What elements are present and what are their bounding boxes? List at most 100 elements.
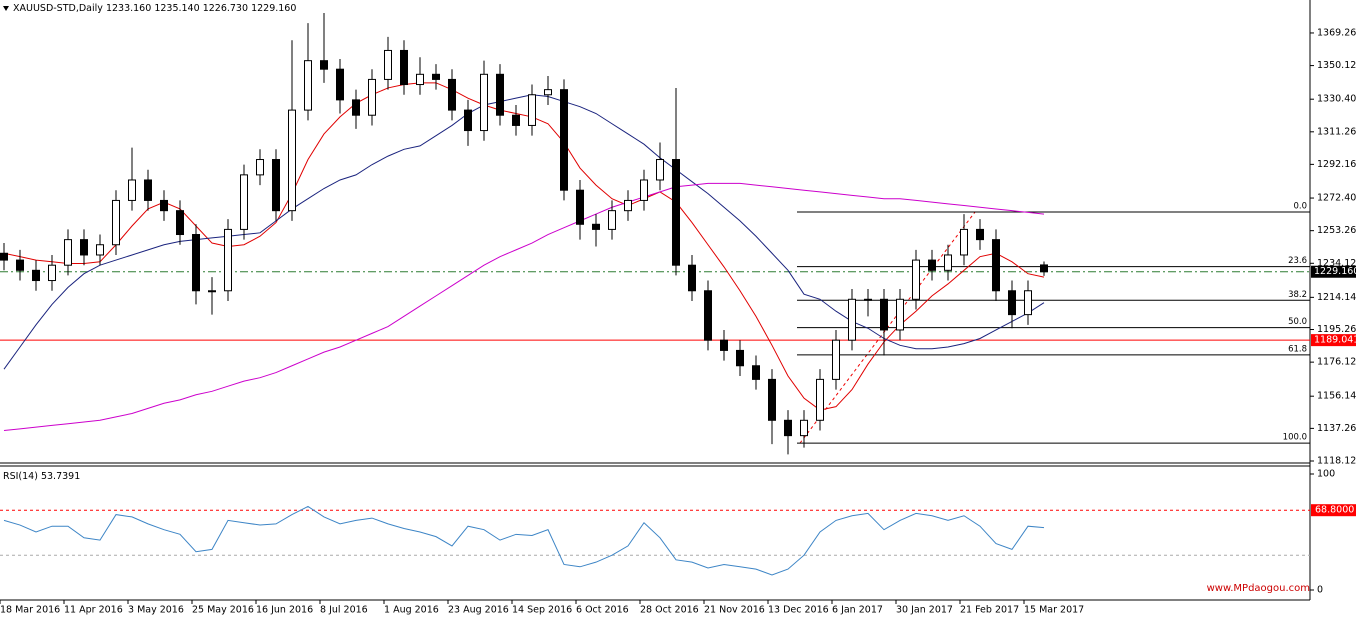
y-tick-label: 1272.400	[1317, 193, 1356, 204]
x-tick-label: 23 Aug 2016	[448, 605, 509, 616]
candle-body	[64, 239, 72, 266]
candle-body	[608, 210, 616, 230]
candle-body	[928, 259, 936, 271]
candle-body	[464, 109, 472, 132]
candle-body	[864, 298, 872, 301]
candle-body	[912, 259, 920, 300]
rsi-value: 53.7391	[41, 471, 80, 482]
price-label-box	[1311, 334, 1356, 347]
candle-body	[432, 73, 440, 80]
fib-label: 61.8	[1288, 344, 1307, 354]
candle-body	[96, 244, 104, 256]
candle-body	[672, 159, 680, 266]
x-tick-label: 16 Jun 2016	[256, 605, 313, 616]
candle-body	[736, 349, 744, 367]
x-tick-label: 1 Aug 2016	[384, 605, 439, 616]
candle-body	[544, 89, 552, 96]
moving-average	[3, 94, 1045, 370]
fib-label: 38.2	[1288, 290, 1307, 300]
candle-body	[272, 159, 280, 212]
candle-body	[1040, 264, 1048, 273]
watermark: www.MPdaogou.com	[1207, 583, 1310, 594]
x-tick-label: 6 Oct 2016	[576, 605, 629, 616]
x-tick-label: 13 Dec 2016	[768, 605, 829, 616]
candle-body	[560, 89, 568, 191]
candle-body	[160, 199, 168, 212]
candle-body	[416, 73, 424, 86]
candle-body	[688, 264, 696, 292]
candle-body	[448, 78, 456, 111]
candle-body	[752, 365, 760, 380]
candle-body	[112, 199, 120, 246]
candle-body	[992, 239, 1000, 292]
x-tick-label: 8 Jul 2016	[320, 605, 368, 616]
rsi-tick-label: 0	[1317, 585, 1323, 596]
price-label: 1229.160	[1314, 266, 1356, 277]
candle-body	[144, 179, 152, 201]
candle-body	[896, 298, 904, 331]
x-tick-label: 11 Apr 2016	[64, 605, 123, 616]
candle-body	[832, 339, 840, 380]
y-tick-label: 1234.120	[1317, 258, 1356, 269]
x-tick-label: 28 Oct 2016	[640, 605, 699, 616]
candle-body	[880, 298, 888, 331]
x-tick-label: 30 Jan 2017	[896, 605, 953, 616]
rsi-title: RSI(14)	[3, 471, 38, 482]
candle-body	[32, 269, 40, 282]
candle-body	[256, 159, 264, 176]
candle-body	[624, 199, 632, 212]
candle-body	[48, 264, 56, 282]
fib-label: 50.0	[1288, 317, 1307, 327]
candle-body	[480, 73, 488, 132]
y-tick-label: 1350.120	[1317, 60, 1356, 71]
candle-body	[944, 254, 952, 271]
x-tick-label: 21 Feb 2017	[960, 605, 1019, 616]
candle-body	[800, 419, 808, 437]
candle-body	[768, 378, 776, 421]
candle-body	[368, 78, 376, 116]
candle-body	[512, 114, 520, 126]
x-tick-label: 3 May 2016	[128, 605, 184, 616]
x-tick-label: 25 May 2016	[192, 605, 254, 616]
y-tick-label: 1253.260	[1317, 225, 1356, 236]
y-tick-label: 1311.260	[1317, 126, 1356, 137]
ohlc: 1233.160	[106, 3, 151, 14]
candle-body	[528, 94, 536, 126]
candle-body	[576, 189, 584, 225]
candle-body	[240, 174, 248, 230]
moving-average	[3, 182, 1045, 432]
y-tick-label: 1292.160	[1317, 159, 1356, 170]
candle-body	[208, 290, 216, 293]
candle-body	[0, 252, 8, 261]
candle-body	[704, 290, 712, 341]
rsi-header: RSI(14) 53.7391	[3, 471, 80, 482]
ohlc: 1235.140	[154, 3, 199, 14]
candle-body	[320, 60, 328, 70]
candle-body	[1008, 290, 1016, 316]
candle-body	[128, 179, 136, 201]
candle-body	[80, 239, 88, 256]
candle-body	[656, 159, 664, 181]
candle-body	[176, 210, 184, 236]
fib-label: 0.0	[1293, 202, 1307, 212]
candle-body	[960, 228, 968, 256]
menu-icon[interactable]	[3, 6, 9, 11]
chart-header: XAUUSD-STD,Daily 1233.160 1235.140 1226.…	[13, 3, 296, 14]
ohlc: 1229.160	[251, 3, 296, 14]
y-tick-label: 1137.260	[1317, 423, 1356, 434]
y-tick-label: 1214.140	[1317, 292, 1356, 303]
candle-body	[640, 179, 648, 201]
candle-body	[192, 234, 200, 292]
candle-body	[848, 298, 856, 341]
candle-body	[720, 339, 728, 351]
candle-body	[1024, 290, 1032, 316]
x-tick-label: 6 Jan 2017	[832, 605, 883, 616]
candle-body	[352, 99, 360, 116]
moving-average	[3, 82, 1045, 411]
price-label: 1189.041	[1314, 335, 1356, 346]
candle-body	[816, 378, 824, 421]
fib-label: 23.6	[1288, 256, 1307, 266]
y-tick-label: 1118.120	[1317, 455, 1356, 466]
